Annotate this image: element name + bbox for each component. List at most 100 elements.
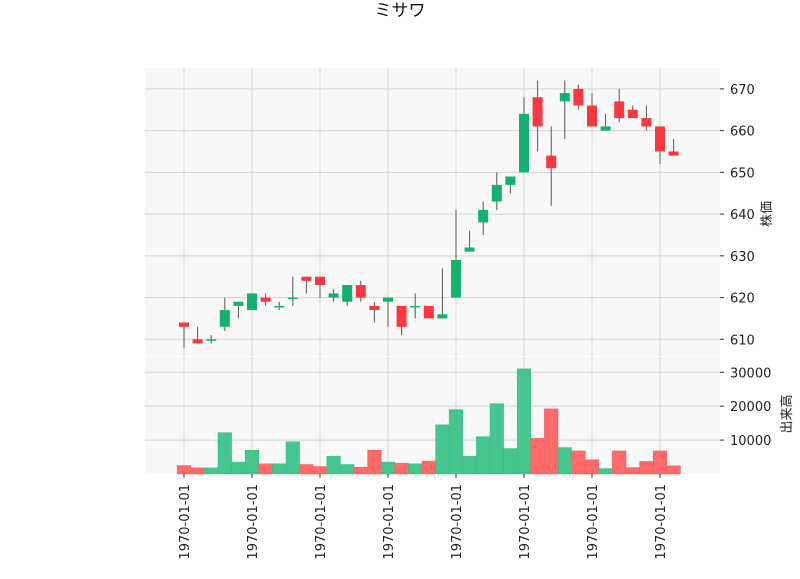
candle-body <box>219 310 230 327</box>
price-axis-label: 株価 <box>760 201 775 227</box>
candle-body <box>478 209 489 223</box>
volume-bar <box>299 464 314 475</box>
x-tick-label: 1970-01-01 <box>246 484 261 560</box>
candle-body <box>369 305 380 311</box>
candle-body <box>559 93 570 102</box>
x-tick-label: 1970-01-01 <box>382 484 397 560</box>
candle-body <box>587 105 597 127</box>
volume-tick-label: 10000 <box>730 434 771 449</box>
candle-body <box>247 293 257 311</box>
volume-bar <box>584 459 600 475</box>
volume-tick-label: 30000 <box>730 366 771 381</box>
candle-body <box>464 247 475 252</box>
volume-axis-label: 出来高 <box>779 394 795 433</box>
price-tick-label: 640 <box>730 208 755 223</box>
price-tick-label: 650 <box>730 166 755 181</box>
candle-body <box>532 97 543 127</box>
candle-body <box>519 113 529 173</box>
candle-body <box>614 101 625 119</box>
volume-bar <box>408 463 423 475</box>
candle-body <box>600 126 611 131</box>
volume-bar <box>380 461 396 475</box>
volume-bar <box>625 467 640 475</box>
volume-bar <box>598 468 613 475</box>
candle-body <box>342 285 353 302</box>
price-tick-label: 610 <box>730 333 755 348</box>
volume-bar <box>435 424 450 475</box>
volume-bar <box>176 465 192 475</box>
price-tick-label: 630 <box>730 250 755 265</box>
candle-body <box>505 176 516 185</box>
volume-bar <box>544 408 559 475</box>
volume-bar <box>612 450 627 475</box>
volume-bar <box>367 450 382 475</box>
volume-bar <box>462 456 477 475</box>
candle-body <box>315 276 325 286</box>
candle-body <box>287 297 298 300</box>
volume-bar <box>340 464 355 475</box>
volume-bar <box>516 368 532 475</box>
volume-bar <box>204 467 219 475</box>
candle-body <box>437 314 448 319</box>
volume-bar <box>476 436 491 475</box>
price-tick-label: 660 <box>730 125 755 140</box>
volume-bar <box>639 461 654 475</box>
candle-body <box>301 276 312 281</box>
volume-bar <box>326 456 341 475</box>
volume-bar <box>231 461 246 475</box>
volume-bar <box>285 441 300 475</box>
candle-body <box>423 305 434 319</box>
candle-body <box>328 293 339 298</box>
candle-body <box>410 305 421 308</box>
volume-panel: 10000 20000 30000 <box>145 357 771 475</box>
candle-body <box>668 151 679 156</box>
candle-body <box>573 88 584 106</box>
volume-bar <box>448 409 464 475</box>
price-tick-label: 670 <box>730 83 755 98</box>
candle-body <box>655 126 665 152</box>
x-tick-label: 1970-01-01 <box>586 484 601 560</box>
price-tick-label: 620 <box>730 292 755 307</box>
volume-bar <box>421 460 436 475</box>
x-tick-label: 1970-01-01 <box>450 484 465 560</box>
x-tick-label: 1970-01-01 <box>654 484 669 560</box>
volume-bar <box>557 447 572 475</box>
volume-bar <box>489 403 504 475</box>
candle-body <box>179 322 189 327</box>
x-tick-label: 1970-01-01 <box>314 484 329 560</box>
candle-body <box>491 184 502 202</box>
volume-bar <box>217 432 232 475</box>
x-tick-label: 1970-01-01 <box>178 484 193 560</box>
volume-bar <box>244 450 260 475</box>
volume-bar <box>571 450 586 475</box>
volume-bar <box>503 448 518 475</box>
candle-body <box>396 305 407 327</box>
volume-bar <box>652 450 668 475</box>
volume-bar <box>353 466 368 475</box>
candle-body <box>451 260 461 298</box>
volume-bar <box>312 466 328 475</box>
volume-bar <box>190 467 205 475</box>
candle-body <box>546 155 557 169</box>
candle-body <box>627 109 638 119</box>
volume-bar <box>530 438 545 475</box>
candle-body <box>355 285 366 298</box>
price-panel: 610 620 630 640 650 660 670 <box>145 68 755 356</box>
volume-bar <box>258 463 273 475</box>
candle-body <box>260 297 271 302</box>
candle-body <box>641 118 652 127</box>
candle-body <box>274 305 285 308</box>
x-axis: 1970-01-01 1970-01-01 1970-01-01 1970-01-01… <box>178 474 669 560</box>
candle-body <box>383 297 393 302</box>
candle-body <box>192 339 203 344</box>
volume-bar <box>666 465 681 475</box>
chart-title: ミサワ <box>375 1 426 21</box>
volume-bar <box>394 462 409 475</box>
candle-body <box>233 301 244 306</box>
volume-tick-label: 20000 <box>730 400 771 415</box>
x-tick-label: 1970-01-01 <box>518 484 533 560</box>
volume-bar <box>272 463 287 475</box>
candle-body <box>206 339 217 341</box>
